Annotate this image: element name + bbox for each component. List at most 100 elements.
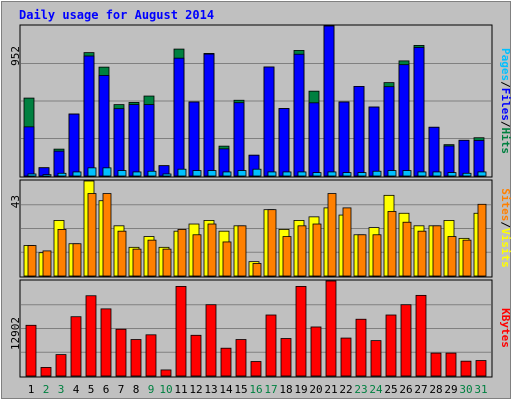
x-label-day-6: 6 <box>103 383 110 396</box>
files-bar-day-26 <box>398 64 410 177</box>
x-label-day-21: 21 <box>324 383 337 396</box>
sites-bar-day-12 <box>192 234 202 277</box>
legend-visits: Visits <box>499 228 512 268</box>
x-label-day-22: 22 <box>339 383 352 396</box>
kbytes-bar-day-5 <box>85 295 97 377</box>
x-label-day-12: 12 <box>189 383 202 396</box>
bars-hits-files-pages <box>21 25 491 177</box>
files-bar-day-6 <box>98 75 110 177</box>
x-label-day-3: 3 <box>58 383 65 396</box>
side-legend-visits-sites: Sites/Visits <box>499 188 512 268</box>
panel-hits-files-pages: 952 Pages/Files/Hits <box>9 24 512 178</box>
kbytes-bar-day-17 <box>265 314 277 377</box>
sites-bar-day-21 <box>327 193 337 277</box>
kbytes-bar-day-21 <box>325 280 337 377</box>
pages-bar-day-12 <box>192 170 202 177</box>
x-label-day-7: 7 <box>118 383 125 396</box>
sites-bar-day-11 <box>177 228 187 277</box>
kbytes-bar-day-28 <box>430 352 442 377</box>
legend-separator: / <box>499 81 512 88</box>
kbytes-bar-day-29 <box>445 352 457 377</box>
x-label-day-5: 5 <box>88 383 95 396</box>
sites-bar-day-23 <box>357 234 367 277</box>
sites-bar-day-14 <box>222 241 232 277</box>
x-label-day-1: 1 <box>28 383 35 396</box>
kbytes-bar-day-10 <box>160 369 172 377</box>
files-bar-day-15 <box>233 102 245 177</box>
sites-bar-day-20 <box>312 223 322 277</box>
files-bar-day-30 <box>458 139 470 177</box>
sites-bar-day-18 <box>282 236 292 277</box>
sites-bar-day-16 <box>252 263 262 277</box>
kbytes-bar-day-26 <box>400 304 412 377</box>
kbytes-bar-day-15 <box>235 339 247 377</box>
chart-title: Daily usage for August 2014 <box>19 8 214 22</box>
panel-visits-sites: 43 Sites/Visits <box>9 179 512 278</box>
x-label-day-10: 10 <box>159 383 172 396</box>
kbytes-bar-day-9 <box>145 334 157 377</box>
files-bar-day-22 <box>338 101 350 177</box>
files-bar-day-9 <box>143 104 155 177</box>
pages-bar-day-26 <box>402 170 412 177</box>
sites-bar-day-19 <box>297 225 307 277</box>
files-bar-day-17 <box>263 66 275 177</box>
sites-bar-day-4 <box>72 243 82 277</box>
ymax-label: 12902 <box>9 317 22 350</box>
files-bar-day-23 <box>353 86 365 177</box>
x-label-day-16: 16 <box>249 383 262 396</box>
kbytes-bar-day-25 <box>385 314 397 377</box>
files-bar-day-1 <box>23 126 35 177</box>
files-bar-day-31 <box>473 140 485 177</box>
pages-bar-day-21 <box>327 171 337 177</box>
kbytes-bar-day-30 <box>460 360 472 377</box>
legend-pages: Pages <box>499 48 512 81</box>
legend-kbytes: KBytes <box>499 308 512 348</box>
sites-bar-day-26 <box>402 221 412 277</box>
pages-bar-day-5 <box>87 167 97 177</box>
sites-bar-day-22 <box>342 207 352 277</box>
x-label-day-31: 31 <box>474 383 487 396</box>
files-bar-day-12 <box>188 101 200 177</box>
kbytes-bar-day-2 <box>40 367 52 377</box>
kbytes-bar-day-19 <box>295 285 307 377</box>
pages-bar-day-11 <box>177 168 187 177</box>
files-bar-day-24 <box>368 106 380 177</box>
files-bar-day-13 <box>203 53 215 177</box>
legend-hits: Hits <box>499 128 512 155</box>
legend-separator: / <box>499 121 512 128</box>
sites-bar-day-31 <box>477 203 487 277</box>
files-bar-day-4 <box>68 113 80 177</box>
legend-sites: Sites <box>499 188 512 221</box>
files-bar-day-25 <box>383 86 395 177</box>
kbytes-bar-day-4 <box>70 316 82 377</box>
sites-bar-day-27 <box>417 230 427 277</box>
sites-bar-day-29 <box>447 236 457 277</box>
pages-bar-day-23 <box>357 172 367 177</box>
pages-bar-day-18 <box>282 171 292 177</box>
sites-bar-day-25 <box>387 211 397 277</box>
x-label-day-26: 26 <box>399 383 412 396</box>
x-label-day-8: 8 <box>133 383 140 396</box>
x-label-day-25: 25 <box>384 383 397 396</box>
pages-bar-day-17 <box>267 171 277 177</box>
files-bar-day-27 <box>413 47 425 177</box>
kbytes-bar-day-11 <box>175 285 187 377</box>
sites-bar-day-15 <box>237 225 247 277</box>
sites-bar-day-8 <box>132 248 142 277</box>
sites-bar-day-9 <box>147 239 157 277</box>
pages-bar-day-8 <box>132 171 142 177</box>
x-label-day-2: 2 <box>43 383 50 396</box>
sites-bar-day-6 <box>102 193 112 277</box>
x-label-day-28: 28 <box>429 383 442 396</box>
kbytes-bar-day-16 <box>250 361 262 377</box>
files-bar-day-3 <box>53 150 65 177</box>
x-label-day-30: 30 <box>459 383 472 396</box>
kbytes-bar-day-27 <box>415 294 427 377</box>
sites-bar-day-2 <box>42 250 52 277</box>
x-label-day-9: 9 <box>148 383 155 396</box>
bars-kbytes <box>21 280 491 377</box>
files-bar-day-21 <box>323 25 335 177</box>
kbytes-bar-day-22 <box>340 337 352 377</box>
pages-bar-day-1 <box>27 173 37 177</box>
